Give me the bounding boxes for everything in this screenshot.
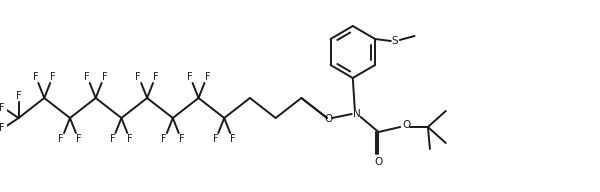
Text: F: F (127, 134, 133, 144)
Text: F: F (179, 134, 185, 144)
Text: O: O (324, 114, 332, 124)
Text: O: O (402, 120, 410, 130)
Text: F: F (0, 103, 5, 113)
Text: F: F (205, 72, 210, 82)
Text: F: F (84, 72, 89, 82)
Text: F: F (16, 91, 22, 101)
Text: F: F (102, 72, 107, 82)
Text: F: F (50, 72, 56, 82)
Text: F: F (230, 134, 236, 144)
Text: F: F (136, 72, 141, 82)
Text: F: F (212, 134, 218, 144)
Text: O: O (374, 157, 383, 167)
Text: F: F (153, 72, 159, 82)
Text: F: F (110, 134, 115, 144)
Text: F: F (161, 134, 167, 144)
Text: N: N (353, 109, 361, 119)
Text: S: S (392, 36, 398, 46)
Text: F: F (58, 134, 64, 144)
Text: F: F (76, 134, 82, 144)
Text: F: F (32, 72, 38, 82)
Text: F: F (187, 72, 193, 82)
Text: F: F (0, 123, 5, 133)
